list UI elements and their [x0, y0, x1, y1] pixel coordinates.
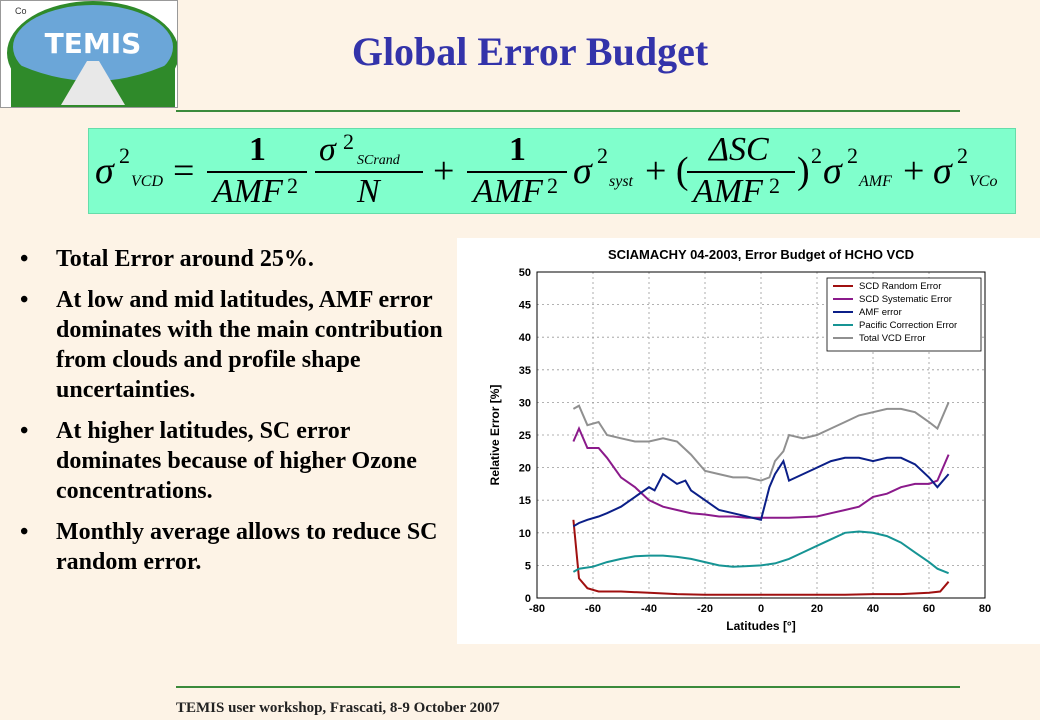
- bullet-dot: •: [20, 287, 29, 313]
- y-tick-label: 0: [525, 593, 531, 605]
- series-line: [572, 402, 950, 482]
- legend-entry: SCD Random Error: [859, 281, 941, 292]
- bullet-text: Monthly average allows to reduce SC rand…: [56, 519, 438, 575]
- x-tick-label: -40: [641, 603, 657, 615]
- bullet-item: • Total Error around 25%.: [20, 244, 460, 274]
- y-tick-label: 5: [525, 560, 531, 572]
- logo-text: TEMIS: [45, 27, 142, 60]
- x-tick-label: -20: [697, 603, 713, 615]
- error-formula: σ 2 VCD = 1 AMF 2 σ 2 SCrand N + 1 AMF 2…: [88, 128, 1016, 214]
- legend-entry: AMF error: [859, 307, 902, 318]
- y-tick-label: 15: [519, 495, 531, 507]
- y-axis-label: Relative Error [%]: [488, 385, 502, 486]
- chart-svg: SCIAMACHY 04-2003, Error Budget of HCHO …: [488, 247, 991, 633]
- bullet-list: • Total Error around 25%. • At low and m…: [20, 244, 460, 588]
- series-line: [572, 425, 950, 519]
- series-line: [572, 530, 949, 575]
- y-tick-label: 25: [519, 430, 531, 442]
- x-tick-label: -60: [585, 603, 601, 615]
- x-tick-label: 60: [923, 603, 935, 615]
- y-tick-label: 45: [519, 300, 531, 312]
- y-tick-label: 20: [519, 463, 531, 475]
- x-tick-label: 0: [758, 603, 764, 615]
- logo-caption: Co: [15, 6, 27, 16]
- y-tick-label: 10: [519, 528, 531, 540]
- y-tick-label: 50: [519, 267, 531, 279]
- plot-frame: [536, 271, 986, 599]
- top-divider: [176, 110, 960, 112]
- temis-globe-icon: TEMIS: [7, 1, 179, 111]
- bullet-text: At higher latitudes, SC error dominates …: [56, 418, 417, 504]
- y-tick-label: 40: [519, 332, 531, 344]
- slide-title: Global Error Budget: [351, 29, 709, 74]
- x-tick-label: 80: [979, 603, 991, 615]
- x-tick-label: 40: [867, 603, 879, 615]
- bullet-item: • At low and mid latitudes, AMF error do…: [20, 285, 460, 405]
- chart-title: SCIAMACHY 04-2003, Error Budget of HCHO …: [608, 247, 914, 262]
- temis-logo: Co TEMIS: [0, 0, 179, 111]
- x-tick-label: -80: [529, 603, 545, 615]
- bullet-item: • Monthly average allows to reduce SC ra…: [20, 517, 460, 577]
- bullet-item: • At higher latitudes, SC error dominate…: [20, 416, 460, 506]
- x-axis-label: Latitudes [°]: [726, 619, 795, 633]
- series-line: [572, 456, 950, 528]
- bullet-dot: •: [20, 418, 29, 444]
- footer-text: TEMIS user workshop, Frascati, 8-9 Octob…: [176, 700, 500, 716]
- error-budget-chart: SCIAMACHY 04-2003, Error Budget of HCHO …: [457, 238, 1040, 644]
- y-tick-label: 35: [519, 365, 531, 377]
- legend-entry: Pacific Correction Error: [859, 320, 957, 331]
- bullet-text: Total Error around 25%.: [56, 246, 314, 272]
- bullet-text: At low and mid latitudes, AMF error domi…: [56, 287, 443, 403]
- y-tick-label: 30: [519, 397, 531, 409]
- x-tick-label: 20: [811, 603, 823, 615]
- bottom-divider: [176, 686, 960, 688]
- bullet-dot: •: [20, 519, 29, 545]
- legend-entry: Total VCD Error: [859, 333, 926, 344]
- legend-entry: SCD Systematic Error: [859, 294, 952, 305]
- bullet-dot: •: [20, 246, 29, 272]
- series-line: [572, 519, 950, 596]
